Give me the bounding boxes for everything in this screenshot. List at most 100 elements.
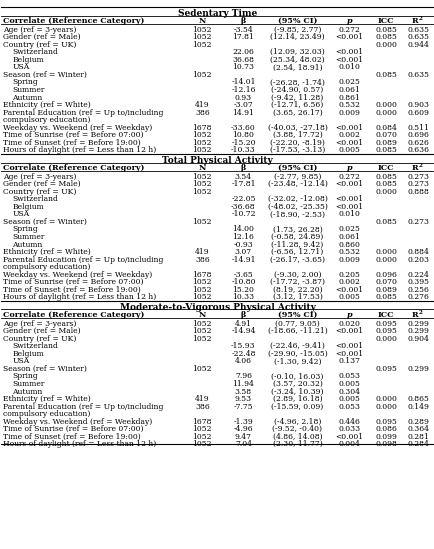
Text: 1052: 1052 (192, 131, 212, 139)
Text: 7.04: 7.04 (234, 440, 251, 449)
Text: 1052: 1052 (192, 139, 212, 147)
Text: -15.20: -15.20 (230, 139, 255, 147)
Text: 1052: 1052 (192, 293, 212, 301)
Text: Spring: Spring (12, 372, 38, 380)
Text: (3.65, 26.17): (3.65, 26.17) (272, 109, 322, 116)
Text: 0.256: 0.256 (407, 285, 428, 294)
Text: Summer: Summer (12, 86, 44, 94)
Text: 0.002: 0.002 (338, 278, 359, 286)
Text: 0.061: 0.061 (338, 86, 359, 94)
Text: 0.299: 0.299 (407, 327, 428, 335)
Text: 0.009: 0.009 (338, 256, 359, 264)
Text: Hours of daylight (ref = Less than 12 h): Hours of daylight (ref = Less than 12 h) (3, 440, 156, 449)
Text: <0.001: <0.001 (335, 203, 362, 211)
Text: Parental Education (ref = Up to/including: Parental Education (ref = Up to/includin… (3, 109, 163, 116)
Text: 0.000: 0.000 (374, 41, 396, 49)
Text: 14.91: 14.91 (232, 109, 254, 116)
Text: Time of Sunrise (ref = Before 07:00): Time of Sunrise (ref = Before 07:00) (3, 131, 143, 139)
Text: p: p (346, 311, 352, 318)
Text: -15.93: -15.93 (230, 342, 255, 350)
Text: 12.16: 12.16 (232, 233, 254, 241)
Text: Belgium: Belgium (12, 350, 44, 358)
Text: 0.025: 0.025 (338, 79, 359, 86)
Text: Gender (ref = Male): Gender (ref = Male) (3, 180, 81, 188)
Text: Sedentary Time: Sedentary Time (178, 9, 256, 18)
Text: Belgium: Belgium (12, 203, 44, 211)
Text: 419: 419 (194, 101, 209, 109)
Text: 0.635: 0.635 (407, 33, 428, 41)
Text: Hours of daylight (ref = Less than 12 h): Hours of daylight (ref = Less than 12 h) (3, 146, 156, 154)
Text: Moderate-to-Vigorous Physical Activity: Moderate-to-Vigorous Physical Activity (119, 303, 315, 312)
Text: 0.904: 0.904 (407, 335, 428, 343)
Text: 386: 386 (194, 109, 209, 116)
Text: (-17.72, -3.87): (-17.72, -3.87) (270, 278, 324, 286)
Text: (-26.28, -1.74): (-26.28, -1.74) (270, 79, 324, 86)
Text: 0.070: 0.070 (374, 131, 396, 139)
Text: 386: 386 (194, 402, 209, 411)
Text: Autumn: Autumn (12, 240, 43, 249)
Text: <0.001: <0.001 (335, 327, 362, 335)
Text: 0.137: 0.137 (338, 357, 359, 366)
Text: 0.511: 0.511 (407, 124, 428, 132)
Text: Age (ref = 3-years): Age (ref = 3-years) (3, 320, 76, 328)
Text: 0.000: 0.000 (374, 248, 396, 256)
Text: 11.94: 11.94 (232, 380, 254, 388)
Text: Switzerland: Switzerland (12, 342, 58, 350)
Text: 0.070: 0.070 (374, 278, 396, 286)
Text: 0.861: 0.861 (338, 93, 359, 102)
Text: 0.395: 0.395 (407, 278, 428, 286)
Text: (-48.02, -25.35): (-48.02, -25.35) (267, 203, 327, 211)
Text: (-32.02, -12.08): (-32.02, -12.08) (267, 195, 327, 203)
Text: 0.000: 0.000 (374, 101, 396, 109)
Text: 4.91: 4.91 (234, 320, 251, 328)
Text: 0.272: 0.272 (338, 173, 359, 181)
Text: R: R (411, 311, 418, 318)
Text: 0.284: 0.284 (407, 440, 428, 449)
Text: 1052: 1052 (192, 335, 212, 343)
Text: Spring: Spring (12, 226, 38, 233)
Text: 0.005: 0.005 (338, 395, 359, 403)
Text: 0.609: 0.609 (407, 109, 428, 116)
Text: (-11.28, 9.42): (-11.28, 9.42) (271, 240, 323, 249)
Text: 0.089: 0.089 (374, 139, 396, 147)
Text: <0.001: <0.001 (335, 342, 362, 350)
Text: 1678: 1678 (192, 124, 212, 132)
Text: USA: USA (12, 63, 30, 71)
Text: Time of Sunset (ref = Before 19:00): Time of Sunset (ref = Before 19:00) (3, 139, 141, 147)
Text: 0.095: 0.095 (374, 320, 396, 328)
Text: (-26.17, -3.65): (-26.17, -3.65) (270, 256, 324, 264)
Text: (3.12, 17.53): (3.12, 17.53) (272, 293, 322, 301)
Text: 0.096: 0.096 (374, 271, 396, 279)
Text: p: p (346, 16, 352, 25)
Text: 0.010: 0.010 (338, 210, 359, 219)
Text: 0.532: 0.532 (338, 248, 359, 256)
Text: 0.289: 0.289 (407, 418, 428, 425)
Text: 0.000: 0.000 (374, 402, 396, 411)
Text: 1052: 1052 (192, 26, 212, 33)
Text: 0.93: 0.93 (234, 93, 251, 102)
Text: Age (ref = 3-years): Age (ref = 3-years) (3, 173, 76, 181)
Text: compulsory education): compulsory education) (3, 410, 90, 418)
Text: 0.304: 0.304 (338, 388, 359, 395)
Text: Correlate (Reference Category): Correlate (Reference Category) (3, 16, 144, 25)
Text: 0.299: 0.299 (407, 320, 428, 328)
Text: 0.085: 0.085 (374, 33, 396, 41)
Text: Time of Sunrise (ref = Before 07:00): Time of Sunrise (ref = Before 07:00) (3, 425, 143, 433)
Text: 0.009: 0.009 (338, 109, 359, 116)
Text: 0.446: 0.446 (338, 418, 359, 425)
Text: Switzerland: Switzerland (12, 195, 58, 203)
Text: 1052: 1052 (192, 285, 212, 294)
Text: 0.273: 0.273 (407, 173, 428, 181)
Text: N: N (198, 16, 206, 25)
Text: Ethnicity (ref = White): Ethnicity (ref = White) (3, 395, 91, 403)
Text: 1052: 1052 (192, 180, 212, 188)
Text: 0.273: 0.273 (407, 218, 428, 226)
Text: 17.81: 17.81 (232, 33, 254, 41)
Text: 0.004: 0.004 (338, 440, 359, 449)
Text: (8.19, 22.20): (8.19, 22.20) (272, 285, 322, 294)
Text: 14.00: 14.00 (232, 226, 254, 233)
Text: (-22.46, -9.41): (-22.46, -9.41) (270, 342, 324, 350)
Text: -3.54: -3.54 (233, 26, 253, 33)
Text: (-23.48, -12.14): (-23.48, -12.14) (267, 180, 327, 188)
Text: Country (ref = UK): Country (ref = UK) (3, 188, 76, 196)
